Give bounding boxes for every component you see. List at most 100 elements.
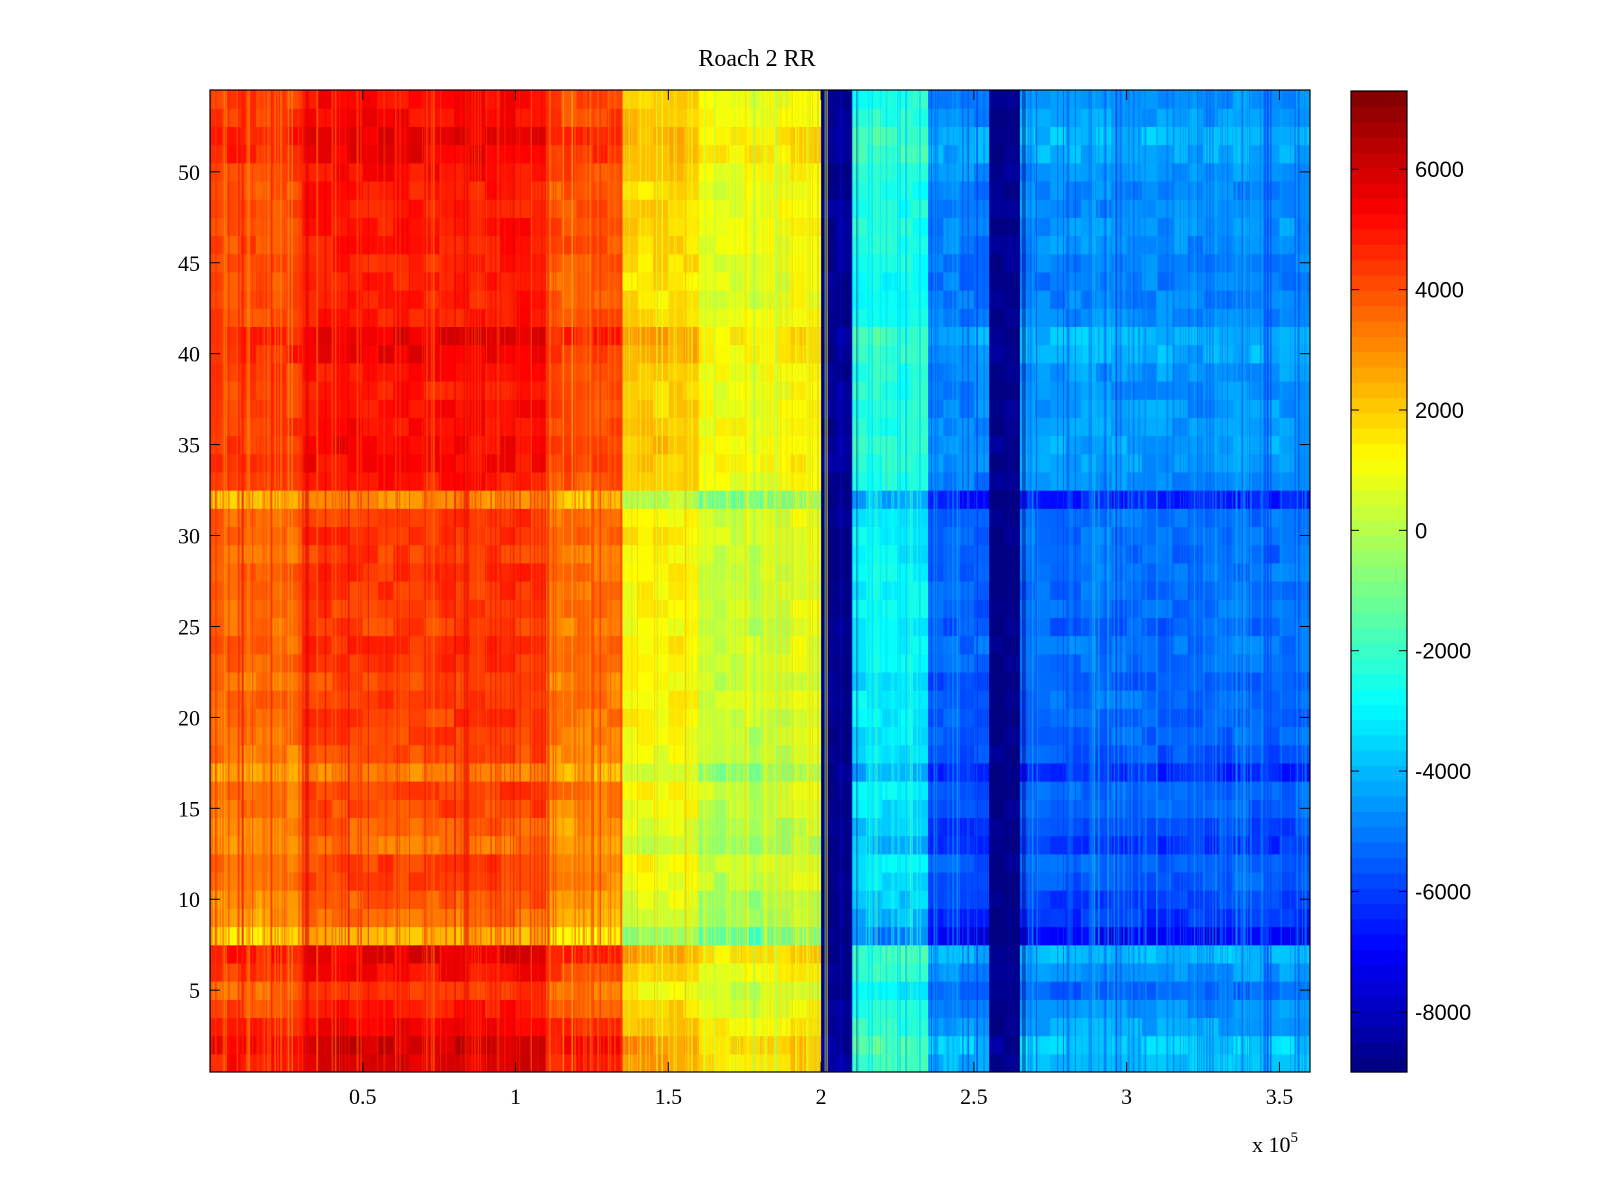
heatmap-cell <box>653 290 669 309</box>
colorbar-step <box>1351 842 1407 859</box>
heatmap-cell <box>362 253 379 273</box>
heatmap-cell <box>653 417 669 437</box>
heatmap-cell <box>866 653 883 673</box>
heatmap-cell <box>1080 253 1097 273</box>
heatmap-cell <box>378 690 394 709</box>
heatmap-streak <box>545 90 547 1072</box>
colorbar-step <box>1351 228 1407 245</box>
heatmap-cell <box>1035 253 1051 273</box>
heatmap-cell <box>836 908 853 928</box>
heatmap-cell <box>210 1035 226 1055</box>
heatmap-cell <box>439 508 456 528</box>
heatmap-cell <box>622 744 639 764</box>
heatmap-cell <box>530 999 547 1019</box>
heatmap-cell <box>1035 544 1051 564</box>
heatmap-cell <box>989 308 1006 328</box>
heatmap-streak <box>1091 90 1093 1072</box>
heatmap-streak <box>466 90 469 1072</box>
heatmap-streak <box>812 90 814 1072</box>
heatmap-cell <box>866 399 883 418</box>
heatmap-cell <box>744 562 761 582</box>
heatmap-streak <box>316 90 319 1072</box>
heatmap-cell <box>1218 471 1235 491</box>
heatmap-cell <box>362 290 379 309</box>
heatmap-streak <box>263 90 265 1072</box>
heatmap-cell <box>301 399 318 418</box>
heatmap-cell <box>454 671 471 691</box>
heatmap-cell <box>622 671 639 691</box>
heatmap-cell <box>378 871 394 891</box>
heatmap-cell <box>1035 399 1051 418</box>
heatmap-streak <box>1246 90 1248 1072</box>
heatmap-cell <box>1157 435 1174 455</box>
colorbar-step <box>1351 980 1407 996</box>
heatmap-cell <box>347 817 364 837</box>
heatmap-cell <box>1218 981 1235 1000</box>
heatmap-cell <box>1080 890 1097 909</box>
heatmap-cell <box>561 1017 578 1037</box>
heatmap-cell <box>836 526 853 546</box>
heatmap-cell <box>668 180 685 200</box>
heatmap-cell <box>882 744 899 764</box>
heatmap-streak <box>516 90 518 1072</box>
heatmap-cell <box>454 890 471 909</box>
heatmap-cell <box>469 508 486 528</box>
y-tick-label: 30 <box>178 524 200 549</box>
x-tick-label: 0.5 <box>349 1084 377 1109</box>
heatmap-cell <box>469 235 486 255</box>
heatmap-cell <box>408 944 425 964</box>
heatmap-cell <box>989 344 1006 364</box>
heatmap-cell <box>530 635 547 655</box>
heatmap-cell <box>1080 871 1097 891</box>
heatmap-cell <box>1050 399 1067 418</box>
heatmap-streak <box>302 90 304 1072</box>
heatmap-cell <box>866 617 883 637</box>
heatmap-cell <box>622 308 639 328</box>
heatmap-cell <box>530 126 547 146</box>
heatmap-streak <box>1067 90 1070 1072</box>
heatmap-cell <box>943 235 960 255</box>
heatmap-streak <box>685 90 687 1072</box>
heatmap-cell <box>668 326 685 346</box>
heatmap-cell <box>378 162 394 182</box>
heatmap-cell <box>836 271 853 291</box>
heatmap-cell <box>866 544 883 564</box>
heatmap-streak <box>585 90 587 1072</box>
heatmap-cell <box>1157 126 1174 146</box>
heatmap-cell <box>821 726 837 746</box>
heatmap-cell <box>500 526 517 546</box>
heatmap-cell <box>210 217 226 237</box>
heatmap-streak <box>409 90 410 1072</box>
heatmap-cell <box>561 217 578 237</box>
heatmap-cell <box>469 1053 486 1072</box>
heatmap-streak <box>907 90 909 1072</box>
heatmap-cell <box>744 908 761 928</box>
heatmap-cell <box>989 417 1006 437</box>
heatmap-cell <box>1035 999 1051 1019</box>
heatmap-cell <box>561 471 578 491</box>
heatmap-cell <box>653 362 669 382</box>
colorbar-step <box>1351 504 1407 521</box>
heatmap-cell <box>408 599 425 618</box>
heatmap-streak <box>467 90 469 1072</box>
heatmap-cell <box>622 1053 639 1072</box>
heatmap-cell <box>546 853 562 873</box>
heatmap-cell <box>362 762 379 782</box>
heatmap-cell <box>668 490 685 509</box>
heatmap-streak <box>962 90 964 1072</box>
heatmap-cell <box>362 599 379 618</box>
heatmap-streak <box>917 90 919 1072</box>
heatmap-cell <box>500 217 517 237</box>
heatmap-cell <box>454 617 471 637</box>
heatmap-streak <box>1097 90 1100 1072</box>
heatmap-cell <box>1035 417 1051 437</box>
heatmap-cell <box>653 1053 669 1072</box>
heatmap-cell <box>1080 290 1097 309</box>
heatmap-cell <box>210 1017 226 1037</box>
heatmap-cell <box>1050 690 1067 709</box>
heatmap-cell <box>515 853 532 873</box>
heatmap-cell <box>1080 944 1097 964</box>
heatmap-cell <box>882 562 899 582</box>
heatmap-cell <box>469 890 486 909</box>
heatmap-cell <box>836 853 853 873</box>
